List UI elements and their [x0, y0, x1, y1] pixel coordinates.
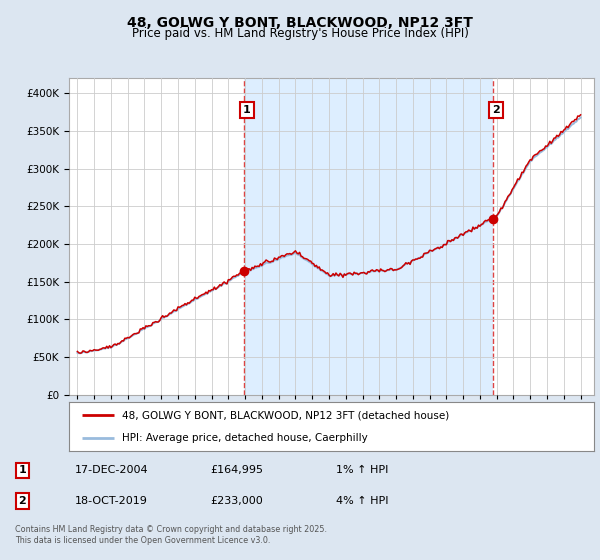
Text: 1% ↑ HPI: 1% ↑ HPI: [336, 465, 388, 475]
Text: 18-OCT-2019: 18-OCT-2019: [75, 496, 148, 506]
Text: 17-DEC-2004: 17-DEC-2004: [75, 465, 149, 475]
Text: 48, GOLWG Y BONT, BLACKWOOD, NP12 3FT (detached house): 48, GOLWG Y BONT, BLACKWOOD, NP12 3FT (d…: [121, 410, 449, 421]
Text: 48, GOLWG Y BONT, BLACKWOOD, NP12 3FT: 48, GOLWG Y BONT, BLACKWOOD, NP12 3FT: [127, 16, 473, 30]
Text: 4% ↑ HPI: 4% ↑ HPI: [336, 496, 389, 506]
Text: 2: 2: [492, 105, 500, 115]
Bar: [244, 78, 493, 395]
Text: £233,000: £233,000: [210, 496, 263, 506]
Text: HPI: Average price, detached house, Caerphilly: HPI: Average price, detached house, Caer…: [121, 433, 367, 444]
Text: 2: 2: [19, 496, 26, 506]
Text: Price paid vs. HM Land Registry's House Price Index (HPI): Price paid vs. HM Land Registry's House …: [131, 27, 469, 40]
Text: 1: 1: [19, 465, 26, 475]
Text: £164,995: £164,995: [210, 465, 263, 475]
Text: Contains HM Land Registry data © Crown copyright and database right 2025.
This d: Contains HM Land Registry data © Crown c…: [15, 525, 327, 545]
Text: 1: 1: [243, 105, 251, 115]
